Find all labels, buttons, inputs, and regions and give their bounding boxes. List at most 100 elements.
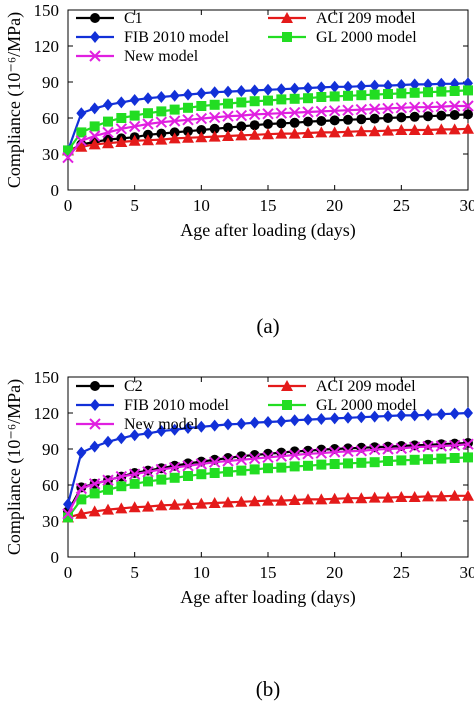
data-point xyxy=(196,469,206,479)
data-point xyxy=(290,83,300,95)
panel-caption: (b) xyxy=(256,677,281,701)
data-point xyxy=(383,89,393,99)
x-tick-label: 15 xyxy=(260,563,277,582)
y-tick-label: 120 xyxy=(34,404,60,423)
data-point xyxy=(170,90,180,102)
legend-item: GL 2000 model xyxy=(268,397,417,414)
data-point xyxy=(290,414,300,426)
data-point xyxy=(303,414,313,426)
legend-item: FIB 2010 model xyxy=(76,29,229,46)
data-point xyxy=(396,112,406,122)
data-point xyxy=(76,447,86,459)
data-point xyxy=(276,415,286,427)
legend-marker xyxy=(90,31,100,43)
data-point xyxy=(263,119,273,129)
x-tick-label: 25 xyxy=(393,563,410,582)
data-point xyxy=(450,86,460,96)
data-point xyxy=(383,113,393,123)
legend-label: New model xyxy=(124,416,199,433)
data-point xyxy=(170,105,180,115)
x-axis-label: Age after loading (days) xyxy=(180,587,355,608)
data-point xyxy=(156,475,166,485)
x-tick-label: 0 xyxy=(64,196,73,215)
data-point xyxy=(423,111,433,121)
data-point xyxy=(130,479,140,489)
data-point xyxy=(436,111,446,121)
data-point xyxy=(410,455,420,465)
data-point xyxy=(210,420,220,432)
data-point xyxy=(116,96,126,108)
data-point xyxy=(236,85,246,97)
y-tick-label: 150 xyxy=(34,1,60,20)
data-point xyxy=(303,82,313,94)
y-tick-label: 60 xyxy=(42,109,59,128)
data-point xyxy=(250,417,260,429)
data-point xyxy=(223,418,233,430)
data-point xyxy=(450,408,460,420)
data-point xyxy=(210,468,220,478)
legend-label: C1 xyxy=(124,10,143,27)
x-tick-label: 0 xyxy=(64,563,73,582)
data-point xyxy=(436,439,446,449)
y-tick-label: 150 xyxy=(34,368,60,387)
data-point xyxy=(370,457,380,467)
data-point xyxy=(343,91,353,101)
legend-label: ACI 209 model xyxy=(316,10,416,27)
data-point xyxy=(330,81,340,93)
legend-item: New model xyxy=(76,416,199,433)
data-point xyxy=(436,87,446,97)
legend-marker xyxy=(90,399,100,411)
data-point xyxy=(316,413,326,425)
data-point xyxy=(463,452,473,462)
data-point xyxy=(90,102,100,114)
data-point xyxy=(316,460,326,470)
x-tick-label: 15 xyxy=(260,196,277,215)
data-point xyxy=(183,471,193,481)
data-point xyxy=(316,81,326,93)
data-point xyxy=(410,112,420,122)
data-point xyxy=(303,461,313,471)
data-point xyxy=(76,107,86,119)
data-point xyxy=(236,466,246,476)
data-point xyxy=(183,89,193,101)
data-point xyxy=(330,459,340,469)
data-point xyxy=(90,488,100,498)
data-point xyxy=(183,103,193,113)
data-point xyxy=(170,461,180,471)
data-point xyxy=(436,454,446,464)
data-point xyxy=(463,407,473,419)
legend-marker xyxy=(282,32,292,42)
y-tick-label: 90 xyxy=(42,73,59,92)
y-tick-label: 120 xyxy=(34,37,60,56)
x-tick-label: 25 xyxy=(393,196,410,215)
data-point xyxy=(276,463,286,473)
data-point xyxy=(410,440,420,450)
y-tick-label: 30 xyxy=(42,145,59,164)
x-tick-label: 5 xyxy=(130,563,139,582)
data-point xyxy=(290,94,300,104)
y-tick-label: 0 xyxy=(51,181,60,200)
y-tick-label: 90 xyxy=(42,440,59,459)
data-point xyxy=(370,114,380,124)
data-point xyxy=(103,117,113,127)
data-point xyxy=(423,440,433,450)
data-point xyxy=(423,409,433,421)
data-point xyxy=(103,99,113,111)
data-point xyxy=(116,432,126,444)
data-point xyxy=(130,111,140,121)
data-point xyxy=(396,88,406,98)
data-point xyxy=(396,455,406,465)
data-point xyxy=(343,115,353,125)
data-point xyxy=(236,418,246,430)
data-point xyxy=(196,87,206,99)
legend-label: GL 2000 model xyxy=(316,397,417,414)
data-point xyxy=(330,115,340,125)
x-tick-label: 5 xyxy=(130,196,139,215)
data-point xyxy=(303,93,313,103)
data-point xyxy=(450,453,460,463)
legend-label: C2 xyxy=(124,378,143,395)
data-point xyxy=(156,91,166,103)
